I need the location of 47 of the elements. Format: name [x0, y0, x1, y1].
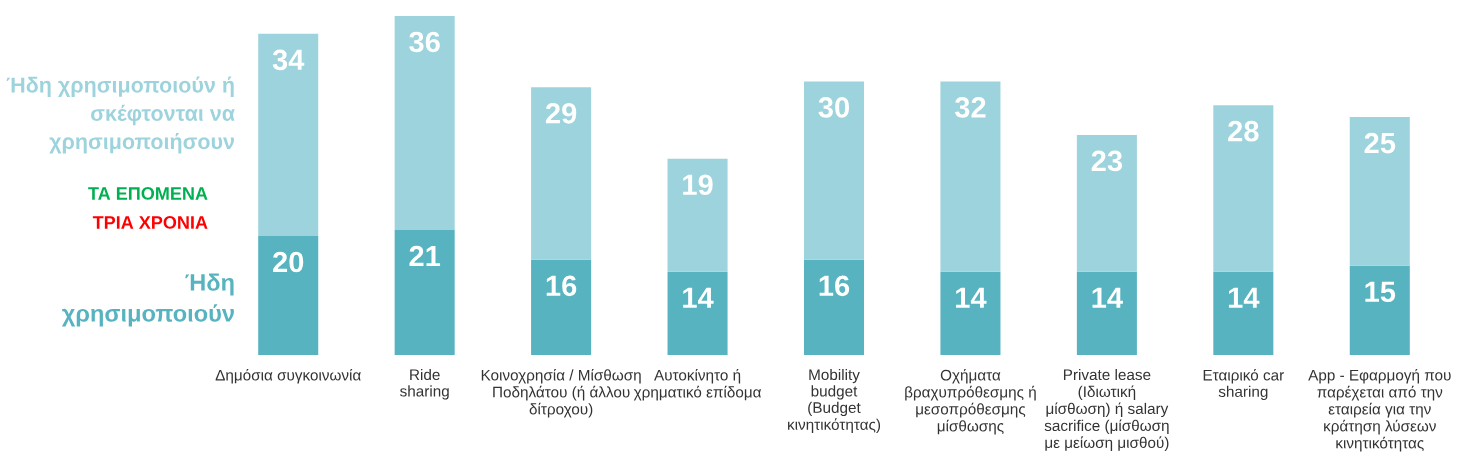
data-label: 29: [545, 103, 577, 124]
bar: [394, 230, 455, 355]
data-label: 30: [818, 97, 850, 118]
x-tick-label: Ride sharing: [400, 368, 449, 400]
data-label: 23: [1091, 150, 1123, 172]
text: ΤΡΙΑ ΧΡΟΝΙΑ: [92, 216, 208, 229]
bar: [940, 271, 1001, 355]
bar: [667, 158, 728, 272]
bar: [803, 259, 865, 355]
x-tick-label: Οχήματα βραχυπρόθεσμης ή μεσοπρόθεσμης μίσθωσης: [905, 368, 1036, 435]
bar: [258, 236, 319, 355]
text: ΤΑ ΕΠΟΜΕΝΑ: [88, 187, 208, 200]
bar: [1349, 265, 1410, 355]
x-tick-label: App - Εφαρμογή που παρέχεται από την εταιρεία για την κράτηση λύσεων κινητικότητας: [1308, 368, 1451, 452]
series-label: Ήδη χρησιμοποιούν ή σκέφτονται να χρησιμοποιήσουν: [6, 76, 235, 154]
data-label: 14: [683, 287, 714, 308]
bar: [1076, 134, 1137, 272]
bar: [1213, 105, 1274, 272]
data-label: 25: [1364, 132, 1396, 154]
bar: [258, 33, 319, 237]
bar: [394, 16, 455, 231]
bar: [803, 81, 865, 260]
data-label: 34: [272, 49, 305, 71]
bar: [940, 81, 1001, 272]
x-tick-label: Mobility budget (Budget κινητικότητας): [788, 368, 881, 434]
x-tick-label: Δημόσια συγκοινωνία: [215, 368, 361, 384]
series-label: Ήδη χρησιμοποιούν: [61, 273, 234, 327]
data-label: 14: [956, 287, 987, 308]
bar: [531, 87, 592, 260]
data-label: 14: [1228, 287, 1260, 308]
data-label: 32: [954, 97, 986, 118]
data-label: 36: [409, 31, 440, 53]
bar: [531, 259, 592, 355]
bar: [1349, 117, 1410, 266]
bar: [1213, 271, 1274, 355]
data-label: 16: [819, 275, 850, 297]
data-label: 14: [1092, 287, 1123, 308]
bar: [1076, 271, 1137, 355]
data-label: 19: [683, 174, 713, 196]
data-label: 16: [546, 275, 577, 297]
data-label: 21: [409, 245, 441, 267]
x-tick-label: Εταιρικό car sharing: [1203, 368, 1284, 401]
bar: [667, 271, 728, 355]
data-label: 28: [1228, 120, 1259, 142]
data-label: 15: [1365, 281, 1396, 303]
data-label: 20: [273, 251, 304, 273]
x-tick-label: Private lease (Ιδιωτική μίσθωση) ή salary sacrifice (μίσθωση με μείωση μισθού): [1044, 368, 1169, 452]
